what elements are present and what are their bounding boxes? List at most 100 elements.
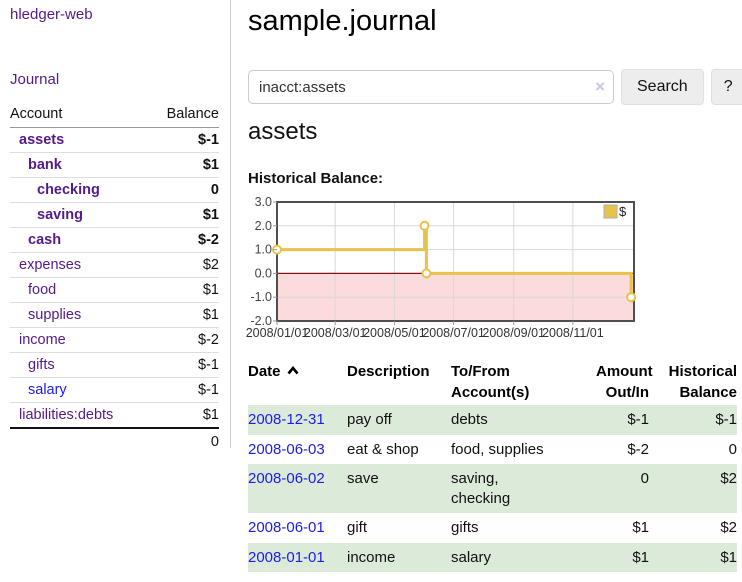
balance-cell: $2 [720, 519, 737, 536]
svg-text:2008/05/01: 2008/05/01 [363, 326, 426, 340]
account-balance: $1 [148, 302, 219, 328]
description-cell: eat & shop [347, 440, 419, 458]
transaction-date-link[interactable]: 2008-01-01 [248, 548, 325, 566]
transaction-date-link[interactable]: 2008-12-31 [248, 411, 325, 428]
register-row: 2008-06-02 save saving, checking 0 $2 [248, 464, 737, 513]
account-balance: 0 [148, 177, 219, 203]
amount-cell: $1 [632, 548, 649, 566]
sidebar-account-link[interactable]: food [28, 282, 57, 298]
register-header-row: Date Description To/From Account(s) Amou… [248, 359, 737, 405]
sidebar-account-link[interactable]: saving [37, 207, 83, 223]
date-cell: 2008-06-02 [248, 464, 347, 513]
register-row: 2008-01-01 income salary $1 $1 [248, 542, 737, 573]
sidebar-account-link[interactable]: assets [19, 132, 65, 148]
account-balance: $2 [148, 252, 219, 278]
sidebar-account-link[interactable]: bank [28, 157, 62, 173]
account-balance: $1 [148, 277, 219, 303]
sidebar-item-journal[interactable]: Journal [10, 71, 60, 88]
column-header-amount: Amount Out/In [596, 363, 653, 401]
sort-ascending-icon [287, 365, 299, 375]
description-cell: save [347, 470, 379, 487]
sidebar-account-link[interactable]: supplies [28, 307, 82, 323]
accounts-header-balance: Balance [148, 102, 219, 128]
description-cell: pay off [347, 411, 392, 428]
description-cell: gift [347, 519, 368, 536]
register-table: Date Description To/From Account(s) Amou… [248, 359, 737, 572]
column-header-balance: Historical Balance [668, 363, 737, 401]
account-balance: $1 [148, 152, 219, 178]
svg-text:0.0: 0.0 [255, 266, 272, 280]
date-cell: 2008-01-01 [248, 543, 347, 573]
balance-cell: 0 [728, 440, 737, 458]
svg-text:1.0: 1.0 [255, 243, 272, 257]
accounts-table-body: assets $-1 bank $1 checking 0 saving $1 cash $-2 e… [10, 127, 219, 428]
sidebar-account-link[interactable]: salary [28, 382, 67, 398]
historical-balance-chart: $3.0 2.0 1.0 0.0 -1.0 -2.0 2008/01/01 2008/03/0… [246, 195, 742, 350]
transaction-date-link[interactable]: 2008-06-02 [248, 470, 325, 487]
help-button[interactable]: ? [710, 69, 742, 105]
svg-text:3.0: 3.0 [255, 195, 272, 209]
column-header-accounts: To/From Account(s) [451, 363, 530, 401]
account-row: income $-2 [10, 327, 219, 353]
sidebar-account-link[interactable]: expenses [19, 257, 82, 273]
account-row: food $1 [10, 277, 219, 303]
svg-text:2008/03/01: 2008/03/01 [304, 326, 367, 340]
accounts-cell: salary [451, 548, 492, 566]
account-title: assets [248, 118, 318, 145]
register-row: 2008-06-01 gift gifts $1 $2 [248, 513, 737, 543]
account-row: salary $-1 [10, 377, 219, 403]
accounts-header-row: Account Balance [10, 102, 219, 128]
sidebar-account-link[interactable]: income [19, 332, 66, 348]
register-row: 2008-06-03 eat & shop food, supplies $-2 0 [248, 435, 737, 465]
accounts-cell: food, supplies [451, 440, 544, 458]
accounts-header-account: Account [10, 102, 149, 128]
register-row: 2008-12-31 pay off debts $-1 $-1 [248, 405, 737, 435]
page-title: sample.journal [248, 5, 437, 37]
account-row: supplies $1 [10, 302, 219, 328]
svg-text:2008/11/01: 2008/11/01 [542, 326, 604, 340]
account-balance: $1 [148, 402, 219, 428]
search-form: × Search ? [248, 69, 742, 105]
account-balance: $-2 [148, 227, 219, 253]
sidebar-account-link[interactable]: gifts [28, 357, 55, 373]
account-row: gifts $-1 [10, 352, 219, 378]
sidebar-account-link[interactable]: cash [28, 232, 62, 248]
search-input[interactable] [248, 70, 614, 104]
accounts-cell: saving, checking [451, 470, 511, 507]
account-balance: $1 [148, 202, 219, 228]
account-row: checking 0 [10, 177, 219, 203]
brand-link[interactable]: hledger-web [10, 6, 93, 23]
transaction-date-link[interactable]: 2008-06-03 [248, 440, 325, 458]
account-row: cash $-2 [10, 227, 219, 253]
balance-cell: $-1 [715, 411, 737, 428]
account-row: bank $1 [10, 152, 219, 178]
account-row: expenses $2 [10, 252, 219, 278]
search-button[interactable]: Search [621, 69, 704, 105]
transaction-date-link[interactable]: 2008-06-01 [248, 519, 325, 536]
clear-search-icon[interactable]: × [595, 77, 605, 96]
accounts-cell: gifts [451, 519, 479, 536]
account-balance: $-2 [148, 327, 219, 353]
sidebar-account-link[interactable]: liabilities:debts [19, 407, 114, 423]
sidebar-account-link[interactable]: checking [37, 182, 100, 198]
svg-text:$: $ [619, 204, 627, 219]
balance-cell: $2 [720, 470, 737, 487]
amount-cell: $1 [632, 519, 649, 536]
column-header-date[interactable]: Date [248, 359, 347, 405]
accounts-table: Account Balance assets $-1 bank $1 checking 0… [10, 102, 219, 455]
amount-cell: 0 [640, 470, 649, 487]
account-row: saving $1 [10, 202, 219, 228]
amount-cell: $-2 [627, 440, 649, 458]
svg-text:2008/09/01: 2008/09/01 [482, 326, 545, 340]
balance-cell: $1 [720, 548, 737, 566]
account-row: assets $-1 [10, 127, 219, 153]
accounts-total-row: 0 [10, 427, 219, 455]
account-row: liabilities:debts $1 [10, 402, 219, 428]
chart-canvas: $3.0 2.0 1.0 0.0 -1.0 -2.02008/01/012008/03/0… [246, 195, 637, 340]
date-cell: 2008-06-01 [248, 513, 347, 543]
account-balance: $-1 [148, 377, 219, 403]
svg-text:2008/07/01: 2008/07/01 [422, 326, 485, 340]
amount-cell: $-1 [627, 411, 649, 428]
register-table-body: 2008-12-31 pay off debts $-1 $-1 2008-06-03 ea… [248, 405, 737, 572]
chart-title: Historical Balance: [248, 170, 384, 187]
